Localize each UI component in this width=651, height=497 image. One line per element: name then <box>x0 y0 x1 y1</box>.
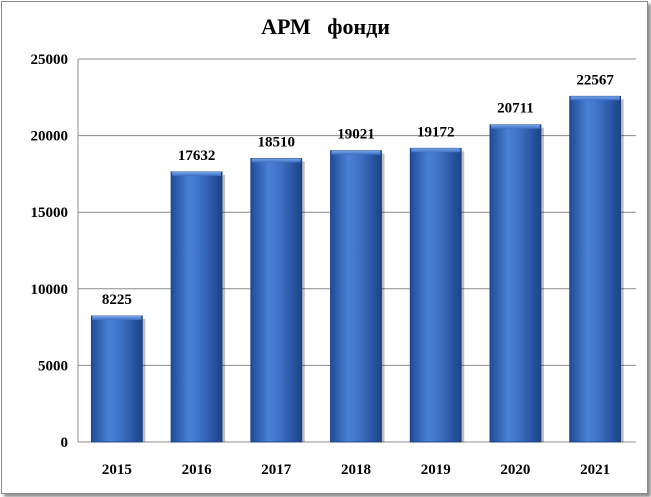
bar-top-highlight <box>172 171 222 176</box>
bar <box>90 315 143 443</box>
bar <box>489 124 542 443</box>
bar-top-highlight <box>411 148 461 153</box>
bar-2017 <box>250 158 305 443</box>
data-label: 22567 <box>576 72 614 88</box>
x-tick-label: 2021 <box>580 462 610 478</box>
x-tick-label: 2020 <box>500 462 530 478</box>
chart-title: АРМ фонди <box>261 14 390 39</box>
bar-top-highlight <box>570 96 620 101</box>
bar-2019 <box>409 147 465 443</box>
bar-top-highlight <box>251 158 301 163</box>
bar <box>409 147 462 443</box>
bar-top-highlight <box>331 150 381 155</box>
bar <box>170 171 223 443</box>
y-tick-label: 25000 <box>31 52 69 68</box>
x-tick-label: 2015 <box>102 462 132 478</box>
data-label: 8225 <box>102 292 132 308</box>
y-tick-label: 10000 <box>31 282 69 298</box>
data-label: 20711 <box>497 101 534 117</box>
data-label: 19172 <box>417 124 455 140</box>
bar <box>330 150 382 443</box>
bar-2018 <box>330 150 385 443</box>
y-tick-label: 5000 <box>38 358 68 374</box>
bar-2015 <box>90 315 146 443</box>
bar-top-highlight <box>92 315 142 320</box>
bar-2016 <box>170 171 226 443</box>
x-tick-label: 2019 <box>421 462 451 478</box>
data-label: 17632 <box>178 148 216 164</box>
bar <box>569 95 622 443</box>
bar <box>250 158 303 443</box>
x-tick-label: 2018 <box>341 462 371 478</box>
x-tick-label: 2017 <box>261 462 292 478</box>
bar-top-highlight <box>490 124 540 129</box>
data-label: 18510 <box>258 134 296 150</box>
x-tick-label: 2016 <box>182 462 213 478</box>
data-label: 19021 <box>337 127 375 143</box>
y-tick-label: 15000 <box>31 205 69 221</box>
y-tick-label: 0 <box>61 435 69 451</box>
bar-2021 <box>569 95 624 443</box>
y-tick-label: 20000 <box>31 129 69 145</box>
bar-2020 <box>489 124 544 443</box>
